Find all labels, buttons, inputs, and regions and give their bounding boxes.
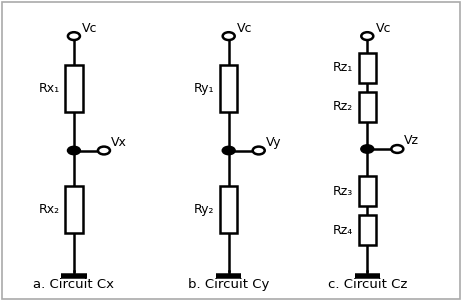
Circle shape [222, 146, 235, 155]
Text: Rx₁: Rx₁ [38, 82, 60, 95]
Circle shape [253, 147, 265, 154]
Text: Vc: Vc [82, 22, 98, 35]
Text: Rz₂: Rz₂ [333, 100, 353, 113]
Text: a. Circuit Cx: a. Circuit Cx [33, 278, 115, 291]
Circle shape [67, 146, 80, 155]
Bar [220, 66, 237, 112]
Circle shape [68, 32, 80, 40]
Text: c. Circuit Cz: c. Circuit Cz [328, 278, 407, 291]
Text: Rx₂: Rx₂ [38, 203, 60, 216]
Text: Rz₄: Rz₄ [333, 224, 353, 237]
Text: Vc: Vc [376, 22, 391, 35]
Bar [220, 186, 237, 232]
Circle shape [223, 32, 235, 40]
Text: Rz₃: Rz₃ [333, 185, 353, 198]
Circle shape [98, 147, 110, 154]
Text: Ry₁: Ry₁ [194, 82, 214, 95]
Text: Vy: Vy [266, 136, 281, 149]
Bar [359, 215, 376, 245]
Bar [359, 53, 376, 83]
Bar [65, 186, 83, 232]
Text: Ry₂: Ry₂ [194, 203, 214, 216]
Text: b. Circuit Cy: b. Circuit Cy [188, 278, 269, 291]
Bar [359, 176, 376, 206]
Text: Rz₁: Rz₁ [333, 61, 353, 74]
Bar [65, 66, 83, 112]
Text: Vx: Vx [111, 136, 127, 149]
Circle shape [361, 145, 374, 153]
Circle shape [391, 145, 403, 153]
Text: Vc: Vc [237, 22, 253, 35]
Bar [359, 92, 376, 122]
Circle shape [361, 32, 373, 40]
Text: Vz: Vz [404, 135, 419, 147]
